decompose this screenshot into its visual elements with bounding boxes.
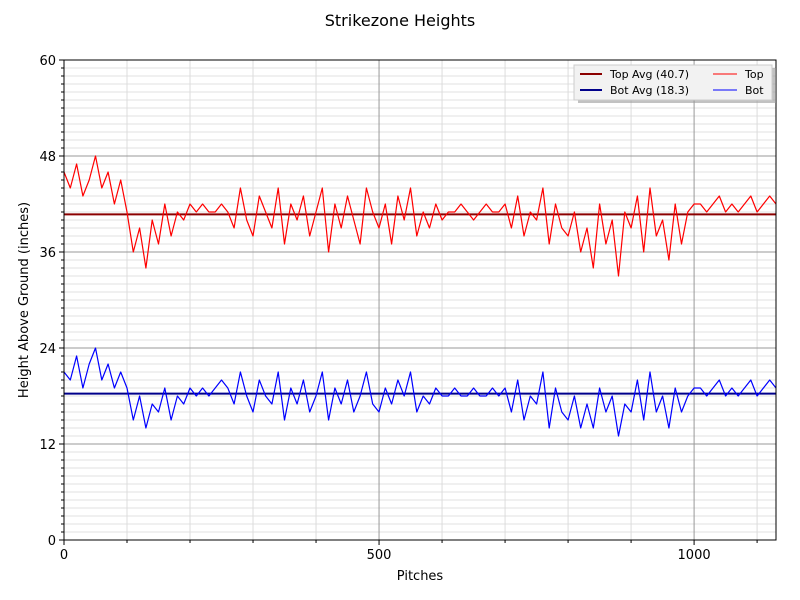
x-tick-label: 0 xyxy=(60,548,68,563)
grid xyxy=(64,60,776,540)
y-tick-label: 12 xyxy=(39,438,56,453)
average-lines xyxy=(64,213,776,395)
y-tick-label: 24 xyxy=(39,342,56,357)
x-tick-label: 500 xyxy=(367,548,392,563)
series-lines xyxy=(63,155,777,437)
x-tick-label: 1000 xyxy=(678,548,711,563)
legend-label-bot-avg: Bot Avg (18.3) xyxy=(610,84,689,97)
chart-title: Strikezone Heights xyxy=(325,11,475,30)
legend-label-bot: Bot xyxy=(745,84,764,97)
y-tick-label: 36 xyxy=(39,246,56,261)
y-tick-label: 60 xyxy=(39,54,56,69)
legend: Top Avg (40.7) Bot Avg (18.3) Top Bot xyxy=(573,64,776,103)
legend-label-top: Top xyxy=(744,68,764,81)
y-axis-label: Height Above Ground (inches) xyxy=(17,202,32,398)
axis-ticks: 0 12 24 36 48 60 0 500 1000 xyxy=(39,54,758,563)
legend-label-top-avg: Top Avg (40.7) xyxy=(609,68,689,81)
y-tick-label: 0 xyxy=(48,534,56,549)
series-line-top xyxy=(63,155,777,277)
series-line-bot xyxy=(63,347,777,437)
y-tick-label: 48 xyxy=(39,150,56,165)
x-axis-label: Pitches xyxy=(397,569,444,584)
